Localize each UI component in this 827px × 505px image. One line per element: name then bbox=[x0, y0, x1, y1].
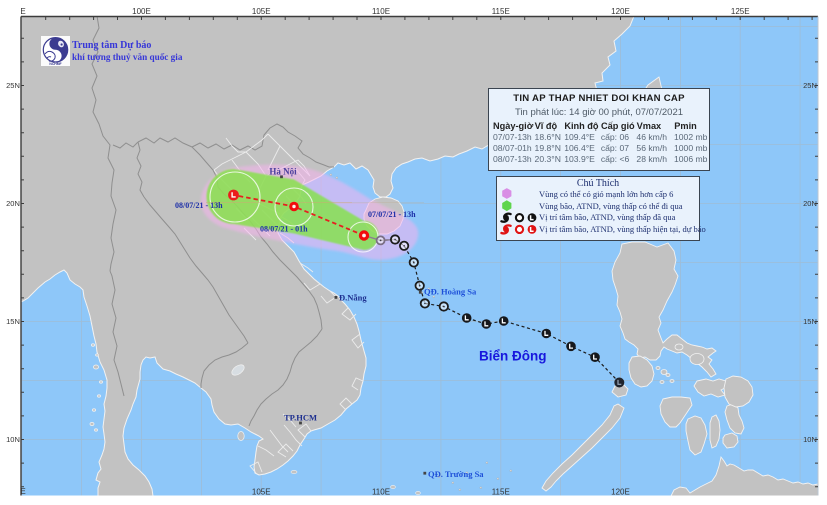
svg-text:QĐ. Trường Sa: QĐ. Trường Sa bbox=[428, 469, 484, 479]
svg-text:25N: 25N bbox=[803, 81, 817, 90]
svg-text:120E: 120E bbox=[611, 488, 630, 497]
svg-text:20N: 20N bbox=[803, 199, 817, 208]
svg-text:15N: 15N bbox=[803, 317, 817, 326]
svg-text:QĐ. Hoàng Sa: QĐ. Hoàng Sa bbox=[424, 287, 477, 297]
svg-text:110E: 110E bbox=[372, 7, 390, 16]
svg-text:115E: 115E bbox=[492, 7, 510, 16]
svg-text:10N: 10N bbox=[803, 435, 817, 444]
svg-text:120E: 120E bbox=[611, 7, 630, 16]
svg-text:20N: 20N bbox=[6, 199, 20, 208]
svg-text:Đ.Nẵng: Đ.Nẵng bbox=[339, 293, 367, 303]
svg-text:E: E bbox=[20, 7, 25, 16]
svg-text:Biển Đông: Biển Đông bbox=[479, 349, 547, 364]
svg-text:Hà Nội: Hà Nội bbox=[269, 167, 297, 177]
svg-text:105E: 105E bbox=[252, 488, 271, 497]
svg-text:NCHMF: NCHMF bbox=[49, 62, 61, 66]
svg-text:08/07/21 - 13h: 08/07/21 - 13h bbox=[175, 201, 223, 210]
svg-text:110E: 110E bbox=[372, 488, 390, 497]
svg-text:15N: 15N bbox=[6, 317, 20, 326]
svg-text:125E: 125E bbox=[731, 7, 750, 16]
svg-text:105E: 105E bbox=[252, 7, 271, 16]
svg-text:100E: 100E bbox=[132, 7, 151, 16]
svg-text:khí tượng thuỷ văn quốc gia: khí tượng thuỷ văn quốc gia bbox=[72, 52, 183, 62]
svg-text:08/07/21 - 01h: 08/07/21 - 01h bbox=[260, 225, 308, 234]
svg-text:07/07/21 - 13h: 07/07/21 - 13h bbox=[368, 210, 416, 219]
svg-text:25N: 25N bbox=[6, 81, 20, 90]
svg-text:115E: 115E bbox=[492, 488, 510, 497]
svg-text:E: E bbox=[20, 487, 25, 496]
svg-text:10N: 10N bbox=[6, 435, 20, 444]
svg-text:TP.HCM: TP.HCM bbox=[284, 413, 317, 423]
svg-text:Trung tâm Dự báo: Trung tâm Dự báo bbox=[72, 40, 151, 51]
